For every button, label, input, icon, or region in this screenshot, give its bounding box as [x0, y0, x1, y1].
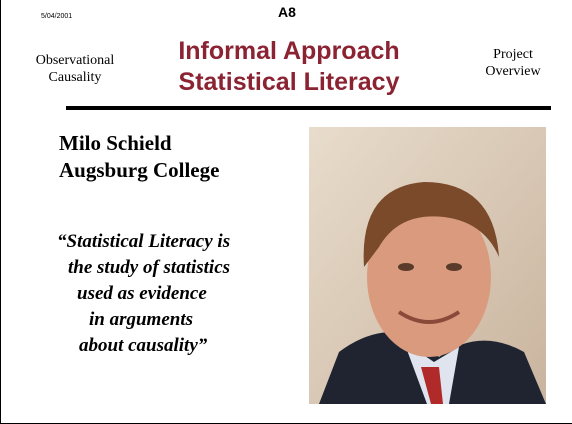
- quote-line: used as evidence: [77, 282, 207, 306]
- affiliation: Augsburg College: [59, 157, 219, 184]
- label-line: Project: [471, 46, 555, 63]
- slide-code: A8: [278, 4, 296, 20]
- quote-line: about causality”: [79, 334, 207, 358]
- quote-line: in arguments: [89, 308, 193, 332]
- title: Informal Approach Statistical Literacy: [151, 36, 427, 98]
- slide: 5/04/2001 A8 Observational Causality Inf…: [0, 0, 572, 424]
- title-line: Statistical Literacy: [151, 67, 427, 98]
- rule: [66, 106, 551, 110]
- name: Milo Schield: [59, 130, 172, 157]
- quote-line: “Statistical Literacy is: [57, 230, 230, 254]
- label-line: Observational: [33, 52, 117, 69]
- quote-line: the study of statistics: [68, 256, 230, 280]
- label-line: Overview: [471, 63, 555, 80]
- date: 5/04/2001: [41, 13, 72, 20]
- right-label: Project Overview: [471, 46, 555, 80]
- title-line: Informal Approach: [151, 36, 427, 67]
- label-line: Causality: [33, 69, 117, 86]
- left-label: Observational Causality: [33, 52, 117, 86]
- portrait: [309, 127, 546, 404]
